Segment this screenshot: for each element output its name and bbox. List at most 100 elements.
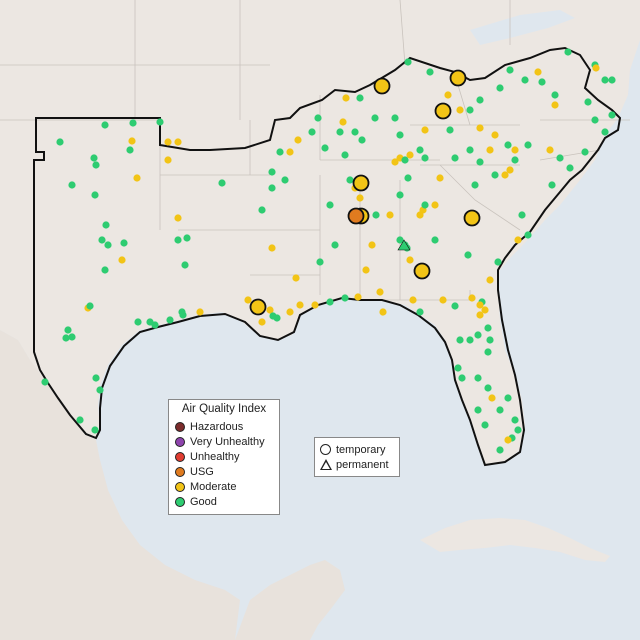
good-aqi-marker[interactable] — [91, 426, 99, 434]
good-aqi-marker[interactable] — [401, 156, 409, 164]
good-aqi-marker[interactable] — [581, 148, 589, 156]
good-aqi-marker[interactable] — [458, 374, 466, 382]
moderate-aqi-marker[interactable] — [386, 211, 394, 219]
good-aqi-marker[interactable] — [564, 48, 572, 56]
moderate-aqi-marker[interactable] — [491, 131, 499, 139]
good-aqi-marker[interactable] — [166, 316, 174, 324]
good-aqi-marker[interactable] — [183, 234, 191, 242]
moderate-aqi-marker[interactable] — [342, 94, 350, 102]
good-aqi-marker[interactable] — [504, 394, 512, 402]
good-aqi-marker[interactable] — [314, 114, 322, 122]
good-aqi-marker[interactable] — [474, 406, 482, 414]
good-aqi-marker[interactable] — [64, 326, 72, 334]
usg-temporary-marker[interactable] — [347, 207, 365, 225]
good-aqi-marker[interactable] — [174, 236, 182, 244]
moderate-aqi-marker[interactable] — [133, 174, 141, 182]
moderate-aqi-marker[interactable] — [362, 266, 370, 274]
moderate-aqi-marker[interactable] — [486, 146, 494, 154]
moderate-aqi-marker[interactable] — [421, 126, 429, 134]
moderate-temporary-marker[interactable] — [449, 69, 467, 87]
good-aqi-marker[interactable] — [551, 91, 559, 99]
good-aqi-marker[interactable] — [451, 302, 459, 310]
good-aqi-marker[interactable] — [548, 181, 556, 189]
moderate-aqi-marker[interactable] — [592, 64, 600, 72]
moderate-aqi-marker[interactable] — [488, 394, 496, 402]
moderate-aqi-marker[interactable] — [501, 171, 509, 179]
good-aqi-marker[interactable] — [268, 184, 276, 192]
aqi-markers[interactable] — [41, 48, 616, 454]
good-aqi-marker[interactable] — [372, 211, 380, 219]
good-aqi-marker[interactable] — [273, 314, 281, 322]
good-aqi-marker[interactable] — [456, 336, 464, 344]
good-aqi-marker[interactable] — [538, 78, 546, 86]
moderate-aqi-marker[interactable] — [504, 436, 512, 444]
moderate-aqi-marker[interactable] — [444, 91, 452, 99]
moderate-aqi-marker[interactable] — [174, 138, 182, 146]
good-aqi-marker[interactable] — [471, 181, 479, 189]
good-aqi-marker[interactable] — [391, 114, 399, 122]
good-aqi-marker[interactable] — [421, 201, 429, 209]
moderate-aqi-marker[interactable] — [164, 138, 172, 146]
good-aqi-marker[interactable] — [341, 151, 349, 159]
good-aqi-marker[interactable] — [120, 239, 128, 247]
moderate-aqi-marker[interactable] — [196, 308, 204, 316]
moderate-aqi-marker[interactable] — [476, 311, 484, 319]
moderate-aqi-marker[interactable] — [128, 137, 136, 145]
moderate-aqi-marker[interactable] — [476, 301, 484, 309]
moderate-aqi-marker[interactable] — [379, 308, 387, 316]
moderate-aqi-marker[interactable] — [506, 166, 514, 174]
good-aqi-marker[interactable] — [491, 171, 499, 179]
moderate-aqi-marker[interactable] — [368, 241, 376, 249]
good-aqi-marker[interactable] — [584, 98, 592, 106]
good-aqi-marker[interactable] — [464, 251, 472, 259]
good-aqi-marker[interactable] — [331, 241, 339, 249]
good-aqi-marker[interactable] — [316, 258, 324, 266]
good-aqi-marker[interactable] — [326, 298, 334, 306]
good-aqi-marker[interactable] — [101, 121, 109, 129]
good-aqi-marker[interactable] — [421, 154, 429, 162]
good-aqi-marker[interactable] — [496, 84, 504, 92]
good-aqi-marker[interactable] — [268, 168, 276, 176]
good-aqi-marker[interactable] — [514, 426, 522, 434]
moderate-temporary-marker[interactable] — [352, 174, 370, 192]
good-aqi-marker[interactable] — [396, 191, 404, 199]
moderate-aqi-marker[interactable] — [514, 236, 522, 244]
good-aqi-marker[interactable] — [518, 211, 526, 219]
moderate-aqi-marker[interactable] — [436, 174, 444, 182]
moderate-aqi-marker[interactable] — [551, 101, 559, 109]
good-aqi-marker[interactable] — [62, 334, 70, 342]
good-aqi-marker[interactable] — [104, 241, 112, 249]
moderate-aqi-marker[interactable] — [354, 293, 362, 301]
good-aqi-marker[interactable] — [484, 384, 492, 392]
good-aqi-marker[interactable] — [521, 76, 529, 84]
moderate-aqi-marker[interactable] — [118, 256, 126, 264]
good-aqi-marker[interactable] — [92, 374, 100, 382]
good-aqi-marker[interactable] — [356, 94, 364, 102]
good-aqi-marker[interactable] — [371, 114, 379, 122]
good-aqi-marker[interactable] — [484, 348, 492, 356]
good-aqi-marker[interactable] — [416, 146, 424, 154]
good-aqi-marker[interactable] — [126, 146, 134, 154]
moderate-aqi-marker[interactable] — [431, 201, 439, 209]
moderate-aqi-marker[interactable] — [511, 146, 519, 154]
moderate-temporary-marker[interactable] — [413, 262, 431, 280]
good-aqi-marker[interactable] — [446, 126, 454, 134]
good-aqi-marker[interactable] — [68, 181, 76, 189]
good-aqi-marker[interactable] — [474, 331, 482, 339]
good-aqi-marker[interactable] — [484, 324, 492, 332]
good-aqi-marker[interactable] — [511, 156, 519, 164]
good-aqi-marker[interactable] — [566, 164, 574, 172]
moderate-aqi-marker[interactable] — [268, 244, 276, 252]
moderate-temporary-marker[interactable] — [373, 77, 391, 95]
good-aqi-marker[interactable] — [481, 421, 489, 429]
good-aqi-marker[interactable] — [358, 136, 366, 144]
moderate-aqi-marker[interactable] — [339, 118, 347, 126]
good-aqi-marker[interactable] — [351, 128, 359, 136]
moderate-aqi-marker[interactable] — [292, 274, 300, 282]
moderate-aqi-marker[interactable] — [486, 276, 494, 284]
good-aqi-marker[interactable] — [68, 333, 76, 341]
good-aqi-marker[interactable] — [556, 154, 564, 162]
moderate-aqi-marker[interactable] — [311, 301, 319, 309]
good-aqi-marker[interactable] — [102, 221, 110, 229]
